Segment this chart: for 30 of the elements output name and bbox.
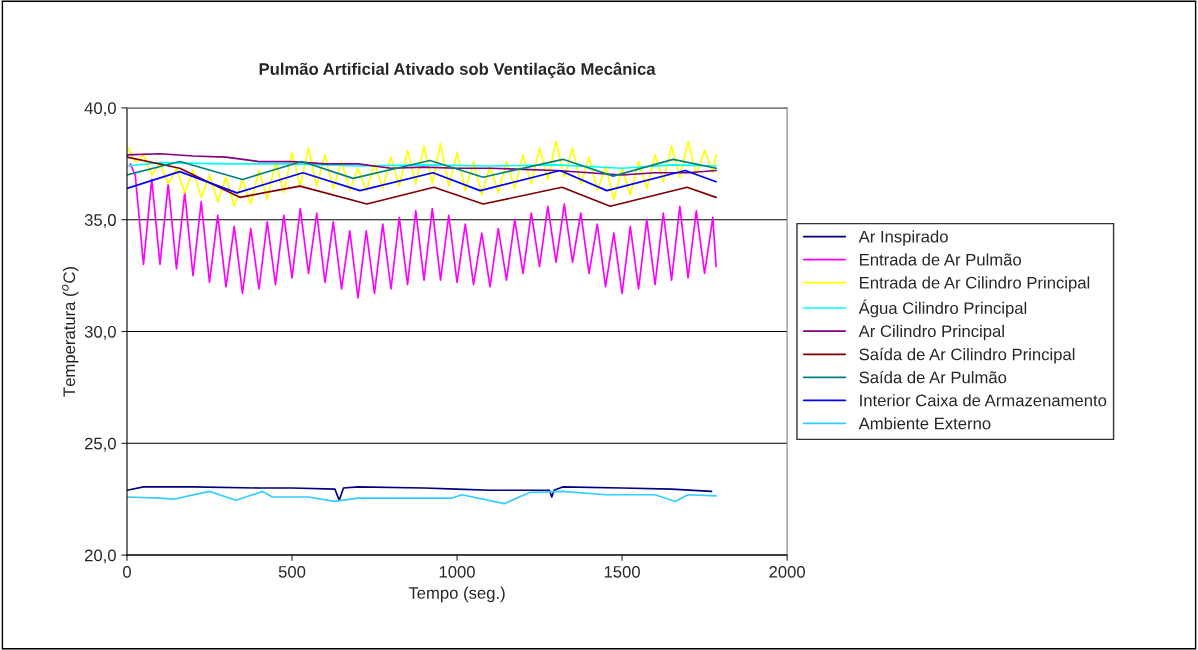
y-tick-label: 25,0 <box>84 437 116 452</box>
line-series <box>126 169 717 194</box>
x-axis-title: Tempo (seg.) <box>408 586 505 603</box>
legend-label: Água Cilindro Principal <box>858 299 1027 318</box>
y-tick-label: 20,0 <box>84 549 116 564</box>
x-tick-label: 1500 <box>604 565 640 578</box>
line-series <box>126 152 717 176</box>
y-tick-label: 30,0 <box>84 325 116 340</box>
line-series <box>126 140 717 208</box>
line-series <box>126 486 713 502</box>
legend-label: Ambiente Externo <box>858 417 991 430</box>
line-series <box>126 156 717 208</box>
line-series <box>126 490 717 505</box>
legend-label: Entrada de Ar Pulmão <box>860 253 1022 266</box>
line-series <box>126 158 717 181</box>
x-tick-label: 2000 <box>769 565 805 578</box>
y-tick-label: 40,0 <box>84 102 116 117</box>
legend-label: Ar Cilindro Principal <box>858 324 1004 341</box>
x-tick-label: 1000 <box>439 565 475 578</box>
legend-label: Ar Inspirado <box>858 230 948 246</box>
legend-label: Saída de Ar Pulmão <box>859 370 1007 384</box>
legend-label: Saída de Ar Cilindro Principal <box>859 347 1075 364</box>
y-axis-title: Temperatura ($^{o}$C) <box>62 267 79 397</box>
chart-title: Pulmão Artificial Ativado sob Ventilação Mecânica <box>259 62 656 79</box>
line-series <box>129 162 717 299</box>
legend-label: Entrada de Ar Cilindro Principal <box>860 276 1090 292</box>
x-tick-label: 0 <box>123 565 131 578</box>
x-tick-label: 500 <box>278 565 306 578</box>
y-tick-label: 35,0 <box>84 214 116 228</box>
legend-label: Interior Caixa de Armazenamento <box>860 394 1107 407</box>
